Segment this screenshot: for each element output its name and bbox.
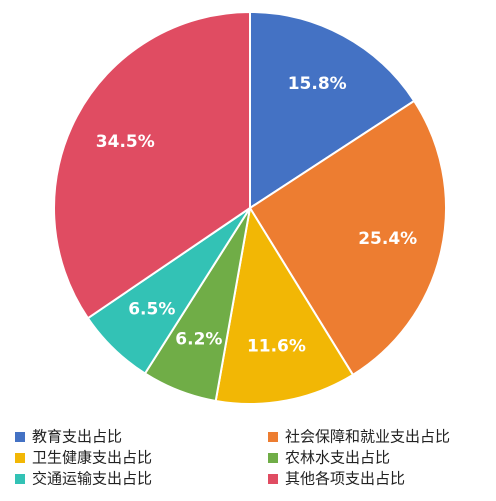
pie-slice	[248, 99, 447, 377]
value-label: 6.5%	[128, 299, 175, 319]
legend-label: 其他各项支出占比	[285, 470, 405, 488]
value-label: 25.4%	[358, 229, 417, 249]
legend-swatch	[15, 453, 25, 463]
pie-slice	[214, 205, 355, 405]
value-label: 6.2%	[175, 330, 222, 350]
pie-slice	[249, 10, 416, 210]
legend-label: 教育支出占比	[32, 428, 122, 446]
legend-label: 交通运输支出占比	[32, 470, 152, 488]
legend-swatch	[268, 432, 278, 442]
value-label: 34.5%	[96, 132, 155, 152]
legend-swatch	[268, 474, 278, 484]
legend-label: 农林水支出占比	[285, 449, 390, 467]
legend-label: 卫生健康支出占比	[32, 449, 152, 467]
legend-swatch	[268, 453, 278, 463]
legend-swatch	[15, 432, 25, 442]
pie-slice	[53, 10, 251, 320]
legend-swatch	[15, 474, 25, 484]
legend-label: 社会保障和就业支出占比	[285, 428, 450, 446]
value-label: 15.8%	[288, 74, 347, 94]
value-label: 11.6%	[247, 337, 306, 357]
